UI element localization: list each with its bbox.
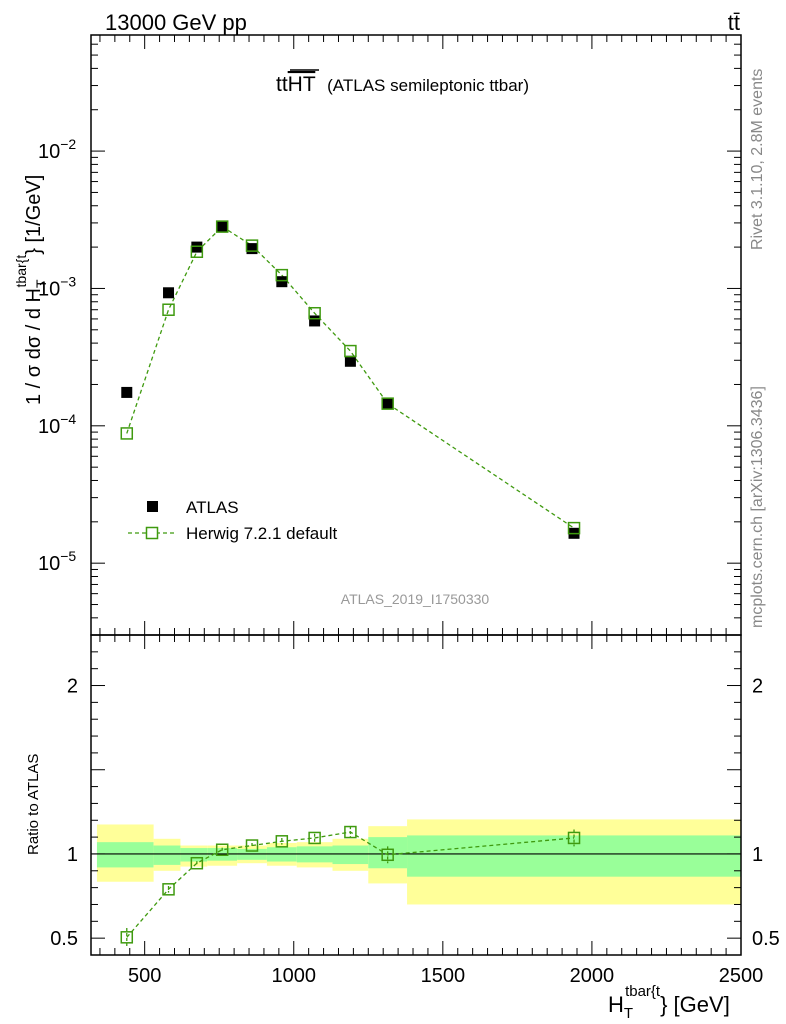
- plot-title-overline: HT: [288, 73, 316, 96]
- mc-point: [275, 268, 289, 282]
- mc-point: [120, 427, 134, 440]
- x-tick-label: 1000: [272, 965, 317, 987]
- ratio-point: [162, 883, 175, 896]
- x-tick-label: 2500: [719, 965, 764, 987]
- y-axis-title-unit: } [1/GeV]: [23, 175, 45, 255]
- ratio-point: [245, 839, 259, 852]
- mc-point: [162, 303, 175, 316]
- data-point: [382, 398, 394, 410]
- mc-point: [215, 220, 229, 233]
- ratio-point: [190, 856, 204, 870]
- legend-marker-mc: [145, 526, 159, 540]
- svg-text:1 / σ dσ / d HTtbar{t} [1/GeV]: 1 / σ dσ / d HTtbar{t} [1/GeV]: [13, 175, 49, 405]
- data-point: [191, 241, 203, 253]
- main-panel-frame: [90, 34, 742, 636]
- x-axis-title-sub: T: [624, 1005, 633, 1022]
- y-axis-title-main: 1 / σ dσ / d H: [23, 288, 45, 405]
- ratio-tick-label-left: 1: [67, 844, 78, 866]
- y-axis-title-sup: tbar{t: [13, 255, 29, 288]
- ratio-tick-label-right: 0.5: [752, 928, 780, 950]
- x-tick-label: 500: [128, 965, 161, 987]
- x-tick-label: 1500: [421, 965, 466, 987]
- y-tick-label: 10−4: [38, 411, 76, 438]
- legend-label-data: ATLAS: [186, 498, 239, 517]
- mc-point: [381, 397, 394, 410]
- process-label: tt̄: [728, 10, 740, 35]
- ratio-point: [308, 831, 321, 845]
- data-point: [163, 287, 175, 299]
- y-axis-title-sub: T: [33, 279, 49, 288]
- data-point: [216, 221, 228, 233]
- ratio-point: [381, 848, 394, 862]
- x-axis-title-main: H: [608, 992, 624, 1017]
- data-point: [121, 386, 133, 398]
- x-axis-title-sup: tbar{t: [625, 983, 661, 1000]
- mc-point: [567, 521, 581, 535]
- x-axis-title-unit: } [GeV]: [660, 992, 730, 1017]
- legend-label-mc: Herwig 7.2.1 default: [186, 524, 337, 543]
- ratio-band-inner: [153, 845, 181, 865]
- mc-point: [344, 344, 357, 358]
- rivet-version-label: Rivet 3.1.10, 2.8M events: [749, 69, 766, 250]
- mc-series-line: [126, 225, 575, 529]
- mcplots-label: mcplots.cern.ch [arXiv:1306.3436]: [749, 386, 766, 628]
- ratio-tick-label-left: 2: [67, 676, 78, 698]
- ratio-point: [120, 931, 134, 944]
- data-point: [276, 276, 288, 288]
- x-tick-label: 2000: [570, 965, 615, 987]
- plot-title-note: (ATLAS semileptonic ttbar): [327, 76, 529, 95]
- collision-energy-label: 13000 GeV pp: [105, 10, 247, 35]
- y-tick-label: 10−2: [38, 136, 76, 163]
- data-point: [309, 315, 321, 327]
- ratio-axis-title: Ratio to ATLAS: [25, 754, 42, 855]
- ratio-point: [275, 835, 289, 848]
- ratio-point: [567, 831, 581, 845]
- ratio-point: [344, 825, 357, 839]
- ratio-tick-label-right: 1: [752, 844, 763, 866]
- plot-title-main: tt: [276, 73, 288, 96]
- ratio-tick-label-left: 0.5: [50, 928, 78, 950]
- ratio-band-inner: [180, 848, 208, 862]
- y-tick-label: 10−3: [38, 273, 76, 300]
- ratio-point: [215, 843, 229, 856]
- plot-title: ttHT (ATLAS semileptonic ttbar): [276, 73, 529, 96]
- ratio-panel-frame: [90, 634, 742, 956]
- analysis-label: ATLAS_2019_I1750330: [341, 591, 490, 607]
- mc-point: [308, 306, 321, 320]
- ratio-tick-label-right: 2: [752, 676, 763, 698]
- ratio-band-inner: [332, 845, 369, 865]
- y-tick-label: 10−5: [38, 548, 76, 575]
- mc-point: [190, 245, 204, 258]
- y-axis-title: 1 / σ dσ / d HTtbar{t} [1/GeV]: [13, 175, 49, 405]
- ratio-series-line: [126, 831, 575, 938]
- mc-point: [245, 239, 259, 252]
- legend-marker-data: [147, 501, 158, 512]
- ratio-band-inner: [96, 842, 154, 868]
- data-point: [246, 243, 258, 255]
- data-point: [344, 355, 356, 367]
- x-axis-title: HTtbar{t} [GeV]: [608, 983, 730, 1022]
